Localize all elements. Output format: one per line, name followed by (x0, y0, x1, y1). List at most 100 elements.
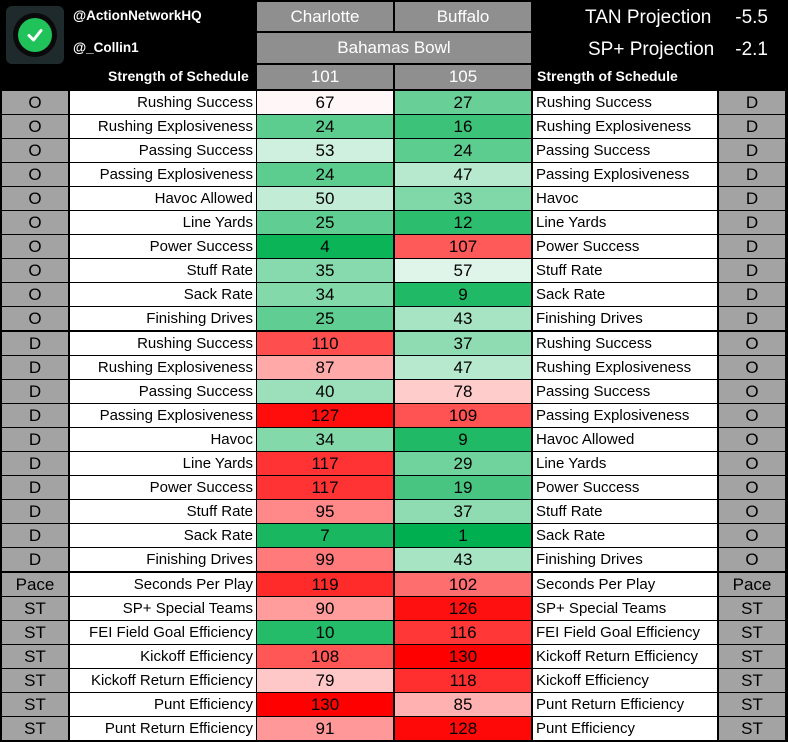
sos-value-right: 105 (395, 65, 531, 89)
metric-label-left: Line Yards (70, 211, 256, 234)
metric-label-right: Stuff Rate (533, 500, 717, 523)
metric-label-right: Rushing Explosiveness (533, 356, 717, 379)
metric-value-right: 19 (395, 476, 531, 499)
metric-label-left: Power Success (70, 476, 256, 499)
logo (6, 6, 64, 64)
unit-right: ST (719, 693, 785, 716)
check-circle-icon (18, 18, 52, 52)
metric-value-left: 127 (257, 404, 393, 427)
unit-left: D (2, 524, 68, 547)
unit-right: D (719, 139, 785, 162)
unit-left: ST (2, 645, 68, 668)
unit-right: D (719, 259, 785, 282)
metric-label-left: Passing Success (70, 380, 256, 403)
metric-label-left: Finishing Drives (70, 307, 256, 330)
metric-value-left: 35 (257, 259, 393, 282)
metric-label-right: Rushing Explosiveness (533, 115, 717, 138)
metric-value-right: 1 (395, 524, 531, 547)
unit-right: ST (719, 597, 785, 620)
metric-label-left: Rushing Explosiveness (70, 115, 256, 138)
metric-label-right: Havoc (533, 187, 717, 210)
metric-value-left: 25 (257, 307, 393, 330)
unit-right: O (719, 500, 785, 523)
metric-value-left: 10 (257, 621, 393, 644)
metric-value-left: 87 (257, 356, 393, 379)
unit-left: O (2, 139, 68, 162)
unit-left: D (2, 548, 68, 571)
metric-label-right: Power Success (533, 235, 717, 258)
metric-label-left: Passing Success (70, 139, 256, 162)
unit-right: O (719, 428, 785, 451)
unit-left: ST (2, 621, 68, 644)
metric-value-right: 107 (395, 235, 531, 258)
unit-right: D (719, 283, 785, 306)
metric-value-right: 43 (395, 307, 531, 330)
metric-value-left: 34 (257, 428, 393, 451)
metric-label-right: Havoc Allowed (533, 428, 717, 451)
metric-value-left: 25 (257, 211, 393, 234)
metric-value-right: 57 (395, 259, 531, 282)
unit-left: D (2, 332, 68, 355)
unit-right: O (719, 356, 785, 379)
metric-label-left: Sack Rate (70, 524, 256, 547)
unit-right: O (719, 452, 785, 475)
metric-value-left: 130 (257, 693, 393, 716)
metric-value-right: 102 (395, 573, 531, 596)
metric-label-right: Power Success (533, 476, 717, 499)
metric-value-right: 130 (395, 645, 531, 668)
metric-value-left: 34 (257, 283, 393, 306)
metric-label-right: SP+ Special Teams (533, 597, 717, 620)
metric-value-right: 47 (395, 356, 531, 379)
metric-label-left: Passing Explosiveness (70, 404, 256, 427)
unit-left: O (2, 211, 68, 234)
unit-left: O (2, 307, 68, 330)
unit-right: O (719, 380, 785, 403)
unit-right: ST (719, 645, 785, 668)
metric-label-right: Kickoff Efficiency (533, 669, 717, 692)
unit-left: O (2, 187, 68, 210)
metric-value-right: 24 (395, 139, 531, 162)
metric-label-left: Kickoff Efficiency (70, 645, 256, 668)
logo-ring (13, 13, 57, 57)
team-right-name: Buffalo (395, 2, 531, 31)
unit-right: ST (719, 669, 785, 692)
metric-label-right: Line Yards (533, 211, 717, 234)
metric-label-left: Rushing Explosiveness (70, 356, 256, 379)
unit-left: D (2, 500, 68, 523)
metric-label-right: Finishing Drives (533, 548, 717, 571)
metric-label-right: Passing Explosiveness (533, 404, 717, 427)
unit-right: D (719, 91, 785, 114)
metric-label-left: Stuff Rate (70, 259, 256, 282)
metric-label-left: Rushing Success (70, 91, 256, 114)
unit-right: O (719, 548, 785, 571)
metric-value-right: 37 (395, 500, 531, 523)
metric-label-right: Line Yards (533, 452, 717, 475)
unit-left: O (2, 163, 68, 186)
metric-value-left: 24 (257, 115, 393, 138)
metric-label-left: Power Success (70, 235, 256, 258)
metric-value-right: 85 (395, 693, 531, 716)
metric-value-left: 40 (257, 380, 393, 403)
unit-right: D (719, 163, 785, 186)
metric-label-left: Punt Return Efficiency (70, 717, 256, 740)
metric-value-right: 118 (395, 669, 531, 692)
unit-right: O (719, 332, 785, 355)
sp-projection-label: SP+ Projection (588, 39, 715, 60)
unit-right: D (719, 187, 785, 210)
unit-right: O (719, 524, 785, 547)
metric-label-right: Passing Explosiveness (533, 163, 717, 186)
metric-value-right: 12 (395, 211, 531, 234)
metric-label-right: Passing Success (533, 139, 717, 162)
metric-value-right: 126 (395, 597, 531, 620)
tan-projection-value: -5.5 (735, 7, 768, 28)
metric-label-right: Rushing Success (533, 332, 717, 355)
metric-label-right: Seconds Per Play (533, 573, 717, 596)
metric-label-right: Finishing Drives (533, 307, 717, 330)
metric-value-right: 29 (395, 452, 531, 475)
metric-label-left: Passing Explosiveness (70, 163, 256, 186)
unit-left: D (2, 452, 68, 475)
unit-left: D (2, 404, 68, 427)
sos-label-right: Strength of Schedule (537, 68, 678, 84)
metric-value-right: 43 (395, 548, 531, 571)
metric-value-right: 47 (395, 163, 531, 186)
